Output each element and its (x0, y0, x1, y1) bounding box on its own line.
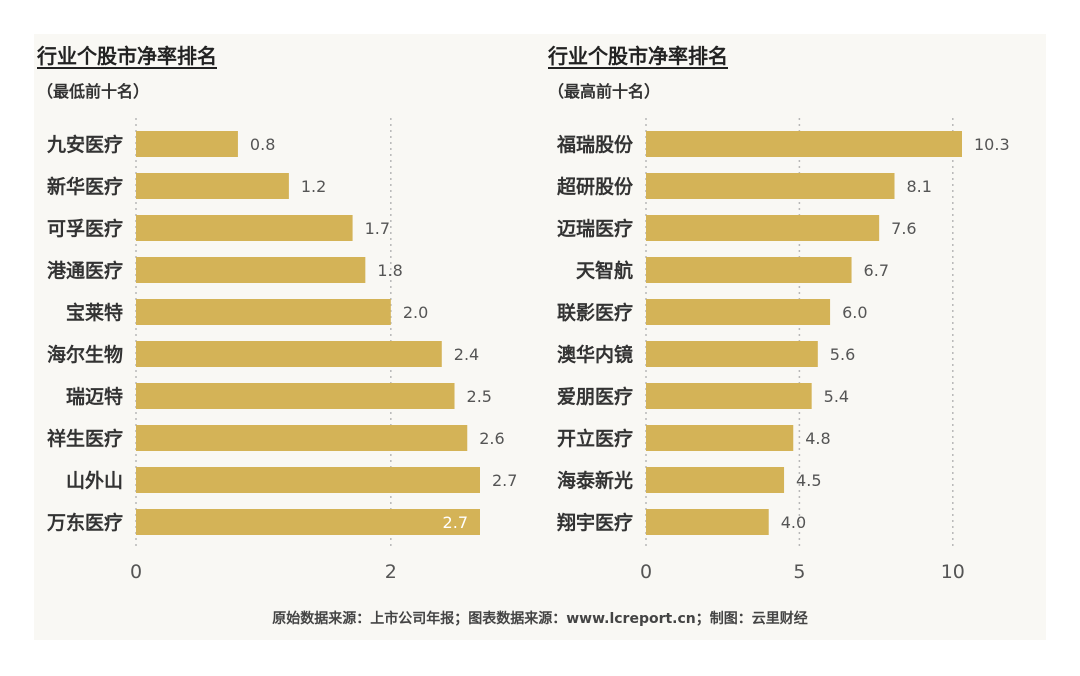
left-value-label: 1.8 (377, 261, 402, 280)
left-category-label: 祥生医疗 (47, 427, 123, 450)
right-value-label: 4.0 (781, 513, 806, 532)
left-bar (136, 425, 468, 451)
right-bar (646, 467, 785, 493)
left-tick-label: 0 (130, 561, 142, 583)
left-category-label: 瑞迈特 (66, 385, 123, 408)
left-tick-label: 2 (385, 561, 397, 583)
right-chart-subtitle: （最高前十名） (548, 82, 661, 101)
left-bar (136, 467, 480, 493)
right-category-label: 爱朋医疗 (557, 385, 633, 408)
right-value-label: 5.4 (824, 387, 849, 406)
left-value-label: 2.4 (454, 345, 479, 364)
right-category-label: 开立医疗 (557, 427, 633, 450)
right-category-label: 翔宇医疗 (556, 511, 633, 534)
left-chart-subtitle: （最低前十名） (37, 82, 150, 101)
right-category-label: 联影医疗 (557, 301, 633, 324)
right-value-label: 4.8 (805, 429, 830, 448)
right-bar (646, 509, 769, 535)
right-bar (646, 341, 818, 367)
right-category-label: 福瑞股份 (556, 133, 634, 156)
right-bar (646, 383, 812, 409)
right-bar (646, 173, 895, 199)
left-value-label: 2.7 (492, 471, 517, 490)
left-bar (136, 215, 353, 241)
right-category-label: 超研股份 (556, 175, 634, 198)
right-value-label: 6.0 (842, 303, 867, 322)
right-category-label: 海泰新光 (557, 469, 633, 492)
source-footer: 原始数据来源：上市公司年报；图表数据来源：www.lcreport.cn；制图：… (272, 611, 808, 627)
left-category-label: 海尔生物 (47, 343, 123, 366)
right-tick-label: 5 (793, 561, 805, 583)
left-category-label: 山外山 (66, 469, 123, 492)
right-chart-title: 行业个股市净率排名 (548, 44, 728, 68)
left-value-label: 1.2 (301, 177, 326, 196)
left-value-label: 1.7 (365, 219, 390, 238)
left-value-label: 2.0 (403, 303, 428, 322)
right-value-label: 10.3 (974, 135, 1010, 154)
right-bar (646, 131, 962, 157)
left-bar (136, 383, 455, 409)
right-tick-label: 10 (941, 561, 965, 583)
left-value-label: 2.5 (467, 387, 492, 406)
right-category-label: 迈瑞医疗 (557, 217, 633, 240)
left-bar (136, 341, 442, 367)
right-value-label: 5.6 (830, 345, 855, 364)
left-chart-title: 行业个股市净率排名 (37, 44, 217, 68)
left-category-label: 宝莱特 (66, 301, 123, 324)
right-bar (646, 299, 831, 325)
left-bar (136, 299, 391, 325)
right-category-label: 天智航 (576, 259, 633, 282)
left-category-label: 九安医疗 (46, 133, 123, 156)
left-category-label: 万东医疗 (46, 511, 123, 534)
left-value-label: 2.6 (479, 429, 504, 448)
left-category-label: 港通医疗 (47, 259, 123, 282)
left-value-label: 2.7 (443, 513, 468, 532)
right-tick-label: 0 (640, 561, 652, 583)
right-value-label: 4.5 (796, 471, 821, 490)
right-bar (646, 425, 794, 451)
left-value-label: 0.8 (250, 135, 275, 154)
left-bar (136, 509, 480, 535)
right-bar (646, 257, 852, 283)
left-category-label: 新华医疗 (47, 175, 123, 198)
right-category-label: 澳华内镜 (557, 343, 633, 366)
left-bar (136, 173, 289, 199)
left-category-label: 可孚医疗 (47, 217, 123, 240)
right-value-label: 8.1 (907, 177, 932, 196)
right-value-label: 7.6 (891, 219, 916, 238)
left-bar (136, 257, 366, 283)
right-value-label: 6.7 (864, 261, 889, 280)
right-bar (646, 215, 880, 241)
left-bar (136, 131, 238, 157)
